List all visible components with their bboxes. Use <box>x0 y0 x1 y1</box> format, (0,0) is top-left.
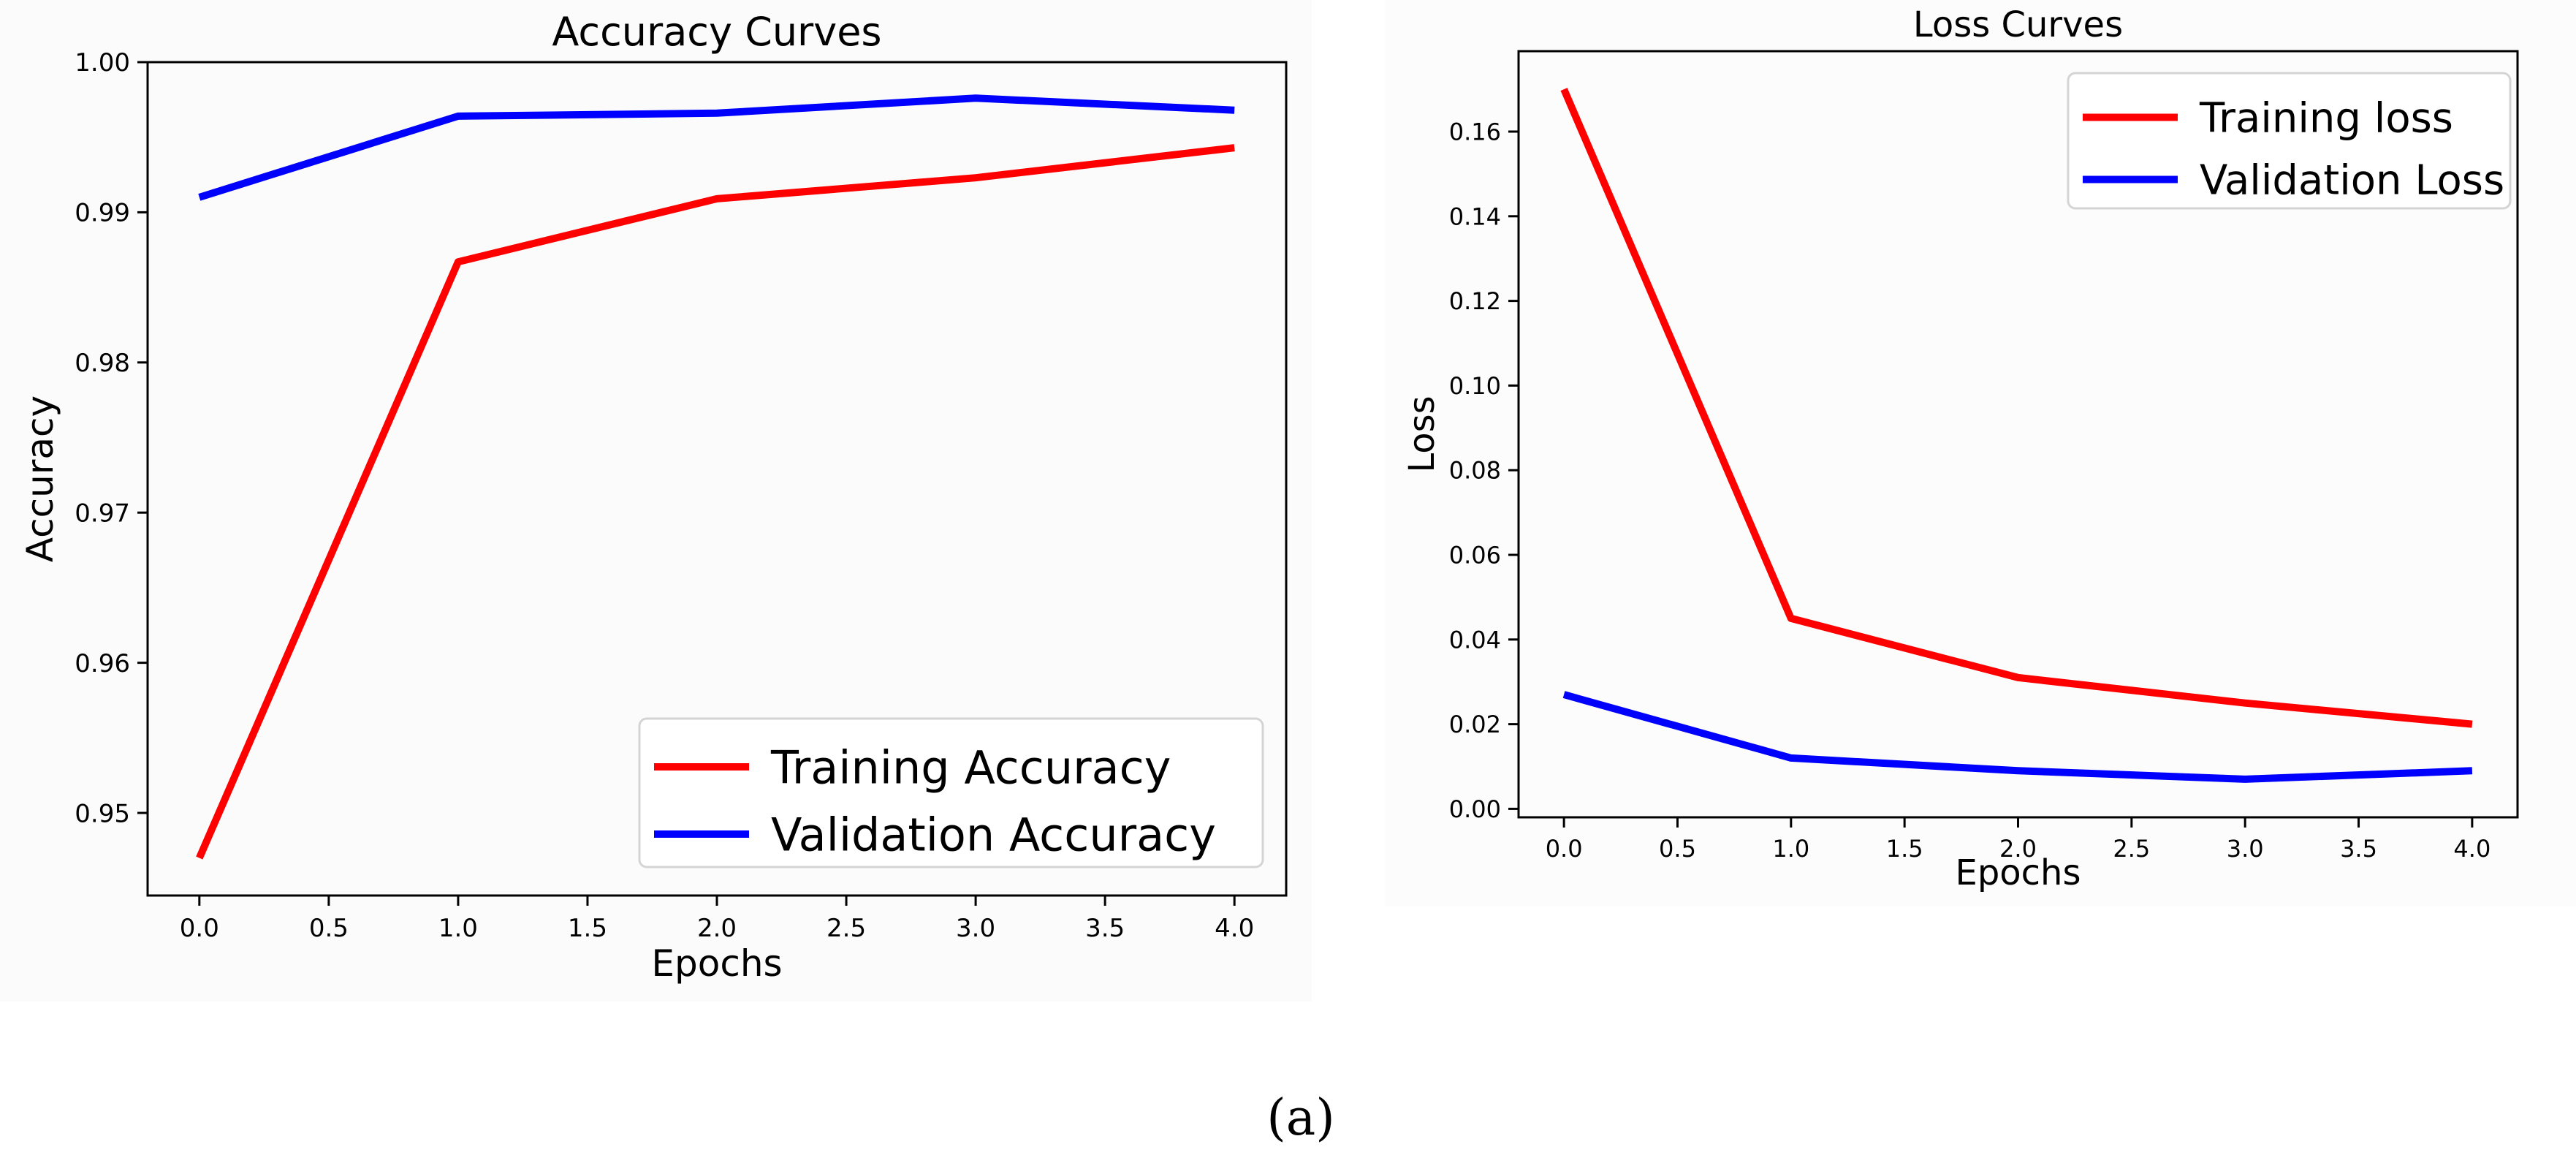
accuracy-chart: Accuracy Curves 0.0 0.5 1.0 1.5 2.0 2.5 3.0 3.5 4… <box>19 9 1288 985</box>
y-tick-label: 0.97 <box>75 499 130 528</box>
legend: Training loss Validation Loss <box>2067 72 2512 210</box>
x-tick-label: 4.0 <box>1215 914 1254 943</box>
x-axis-label: Epochs <box>1956 852 2081 893</box>
x-tick-label: 2.0 <box>1999 835 2037 863</box>
x-tick-label: 1.5 <box>1886 835 1923 863</box>
legend-label: Validation Loss <box>2200 157 2504 205</box>
x-tick-label: 0.5 <box>1659 835 1696 863</box>
legend-box <box>2067 72 2512 210</box>
legend-box <box>638 717 1264 868</box>
x-tick-label: 3.0 <box>956 914 995 943</box>
legend-label: Training Accuracy <box>770 741 1171 794</box>
y-tick-label: 0.10 <box>1449 372 1501 400</box>
y-axis-label: Accuracy <box>19 395 61 562</box>
series-line <box>1562 691 2473 783</box>
plot-area <box>1517 50 2519 819</box>
x-tick-label: 1.0 <box>438 914 478 943</box>
x-tick-label: 3.5 <box>1085 914 1125 943</box>
legend-label: Validation Accuracy <box>771 808 1216 861</box>
y-tick-label: 0.99 <box>75 199 130 228</box>
y-tick-label: 0.14 <box>1449 202 1501 230</box>
y-tick-label: 0.02 <box>1449 711 1501 738</box>
y-tick-label: 0.06 <box>1449 542 1501 569</box>
y-tick-label: 0.95 <box>75 799 130 828</box>
plot-area <box>146 61 1288 897</box>
y-tick-label: 1.00 <box>75 48 130 77</box>
x-tick-label: 0.0 <box>180 914 219 943</box>
series-line <box>198 94 1235 201</box>
y-tick-label: 0.98 <box>75 349 130 378</box>
x-tick-label: 4.0 <box>2453 835 2490 863</box>
series-line <box>196 144 1235 860</box>
x-tick-label: 0.0 <box>1546 835 1583 863</box>
y-tick-label: 0.04 <box>1449 626 1501 654</box>
x-tick-label: 1.5 <box>568 914 607 943</box>
x-tick-label: 3.5 <box>2340 835 2377 863</box>
y-tick-label: 0.00 <box>1449 795 1501 823</box>
x-tick-label: 3.0 <box>2227 835 2264 863</box>
legend-label: Training loss <box>2199 95 2453 143</box>
y-tick-label: 0.08 <box>1449 457 1501 485</box>
x-tick-label: 2.5 <box>2113 835 2150 863</box>
x-tick-label: 0.5 <box>309 914 349 943</box>
x-tick-label: 2.0 <box>697 914 737 943</box>
y-tick-label: 0.96 <box>75 649 130 678</box>
x-tick-label: 2.5 <box>827 914 866 943</box>
x-axis-label: Epochs <box>651 942 782 985</box>
series-line <box>1560 88 2473 728</box>
chart-title: Accuracy Curves <box>552 9 881 55</box>
figure-caption: (a) <box>1266 1089 1335 1147</box>
loss-chart: Loss Curves 0.0 0.5 1.0 1.5 2.0 2.5 3.0 3.5 4.0 0.… <box>1402 4 2519 893</box>
y-tick-label: 0.16 <box>1449 118 1501 146</box>
chart-title: Loss Curves <box>1913 4 2123 45</box>
x-tick-label: 1.0 <box>1772 835 1809 863</box>
y-axis-label: Loss <box>1402 395 1443 472</box>
y-tick-label: 0.12 <box>1449 287 1501 315</box>
legend: Training Accuracy Validation Accuracy <box>638 717 1264 868</box>
